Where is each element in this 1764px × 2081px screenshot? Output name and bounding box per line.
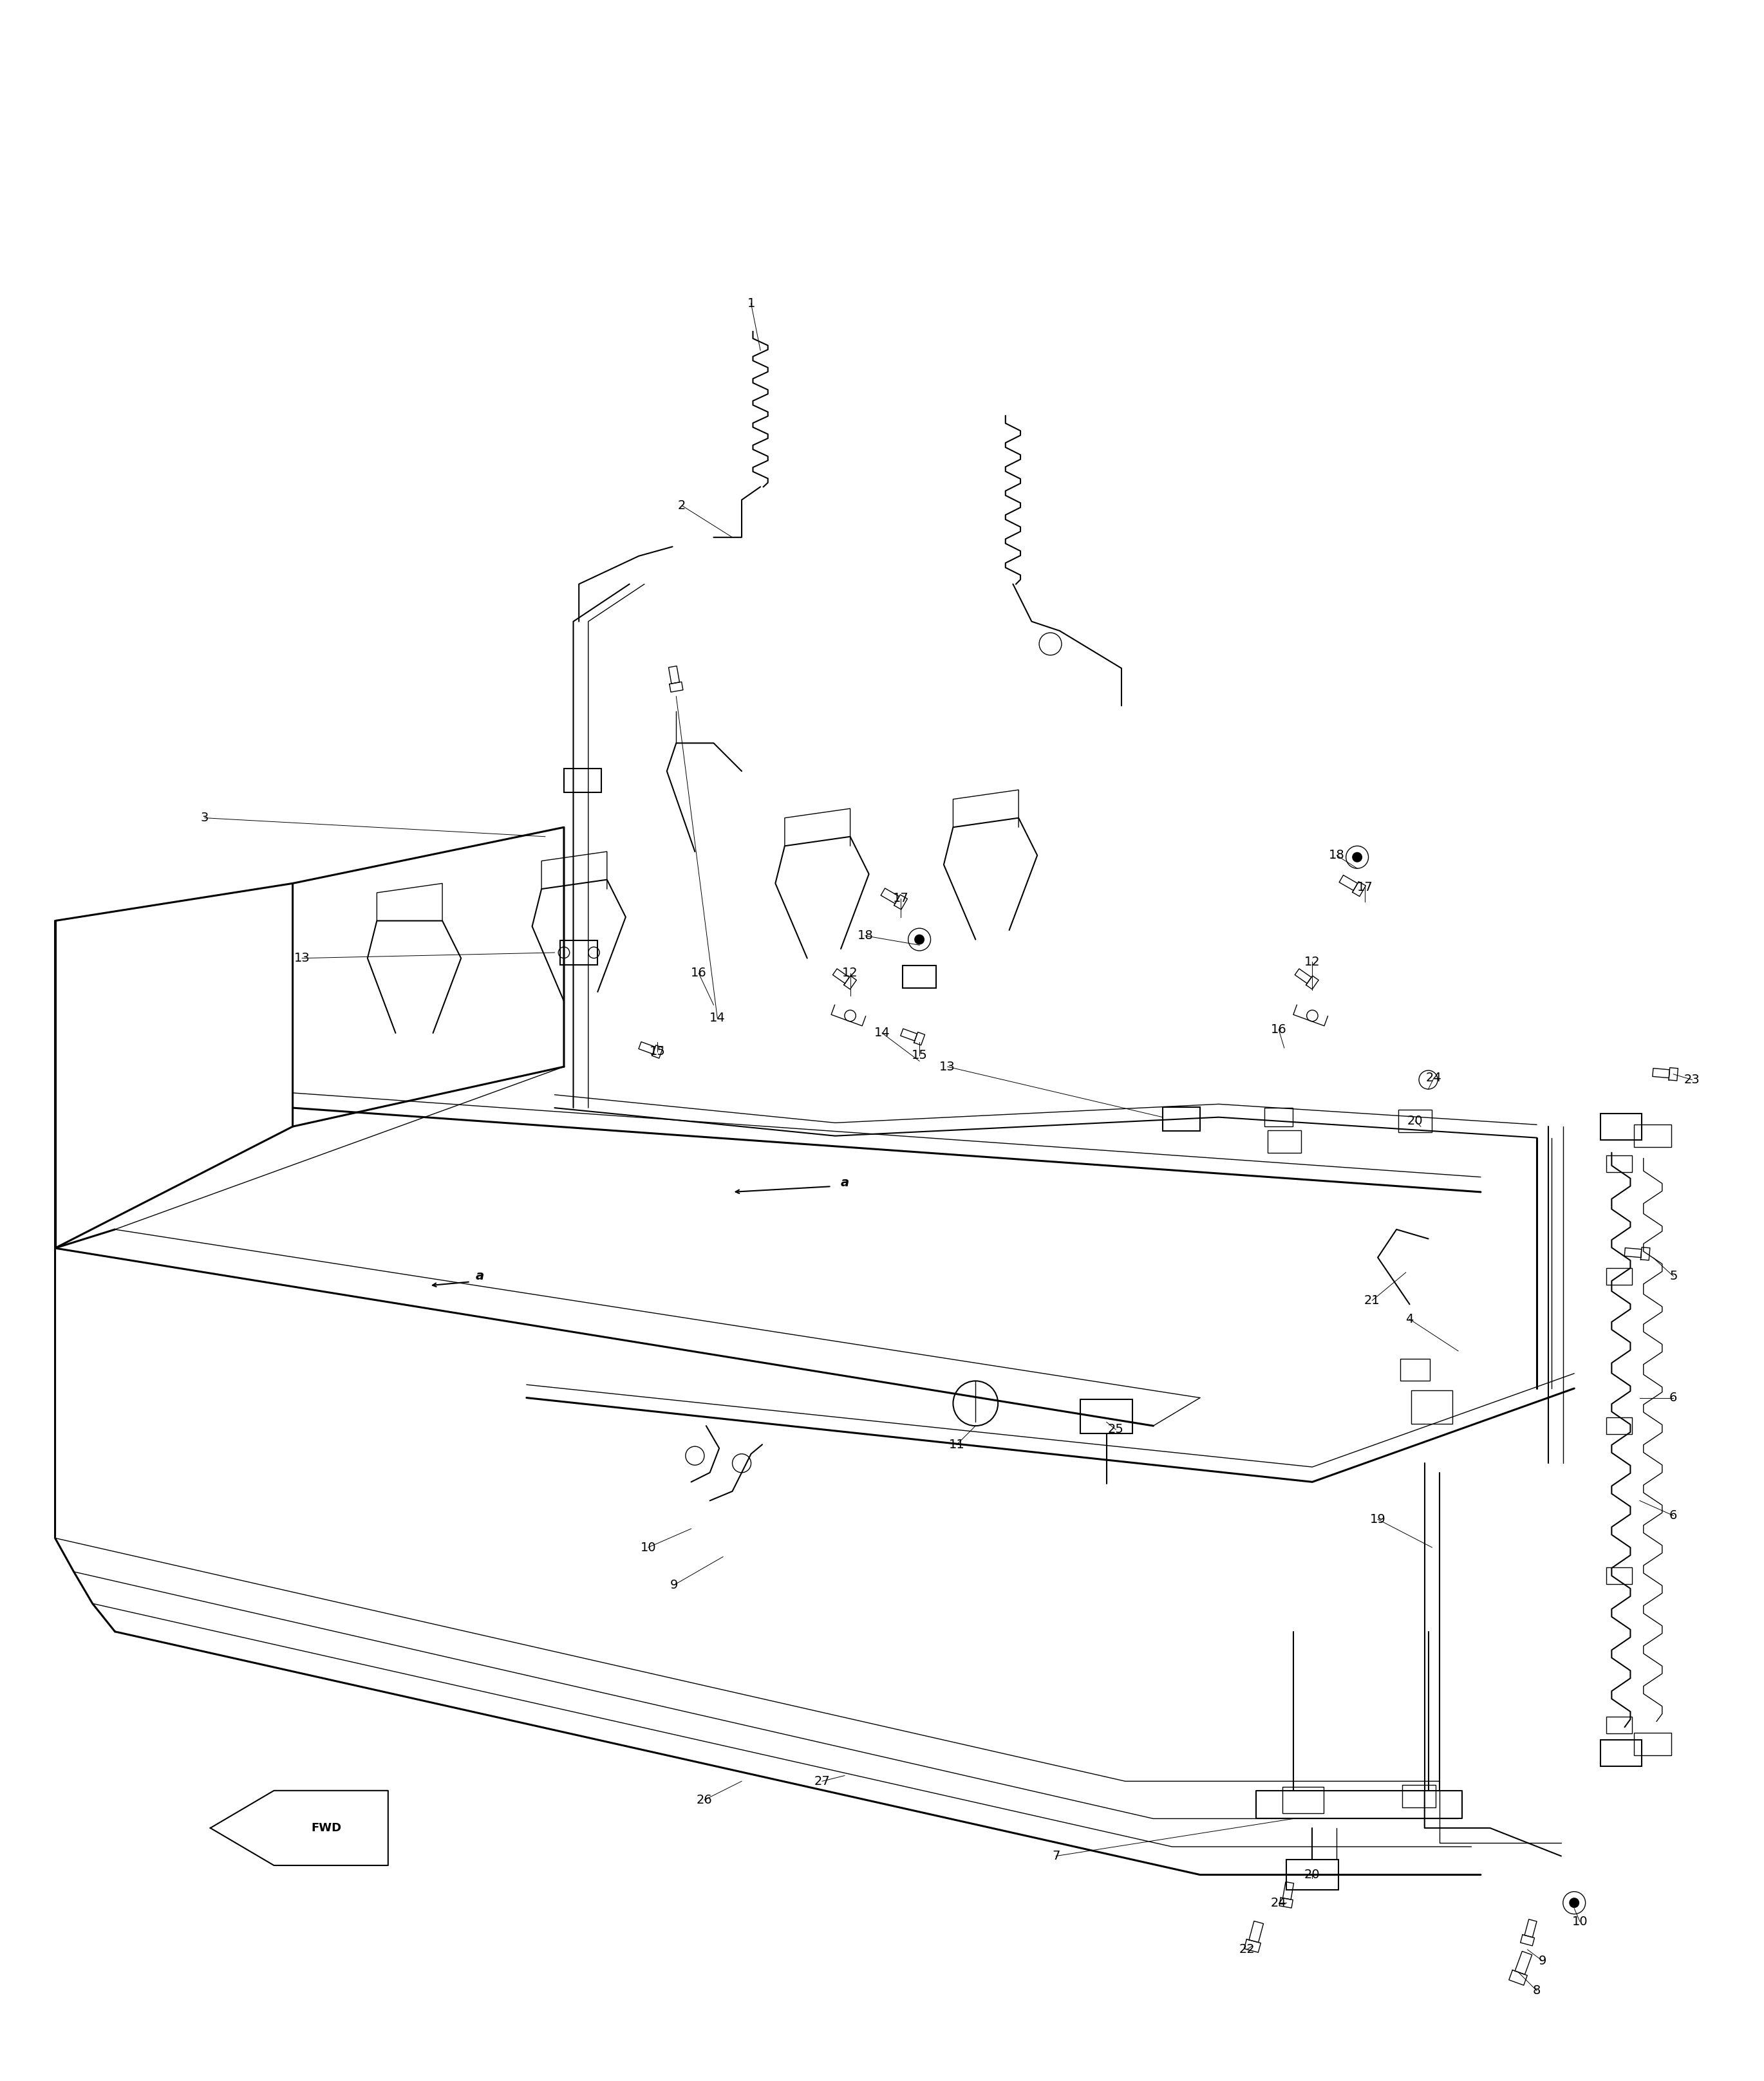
Text: 1: 1: [748, 298, 755, 310]
Text: 10: 10: [640, 1542, 656, 1555]
Text: 14: 14: [709, 1011, 725, 1024]
Text: 22: 22: [1238, 1944, 1254, 1956]
Text: 12: 12: [841, 968, 857, 980]
Bar: [564, 768, 602, 793]
Text: 15: 15: [912, 1049, 928, 1061]
Circle shape: [1353, 853, 1362, 862]
Bar: [1605, 1717, 1632, 1733]
Bar: [1282, 1788, 1323, 1813]
Text: 12: 12: [1304, 955, 1319, 968]
Text: 11: 11: [949, 1438, 965, 1450]
Text: 27: 27: [815, 1775, 831, 1788]
Text: FWD: FWD: [310, 1823, 342, 1833]
Bar: [1080, 1401, 1132, 1434]
Bar: [1401, 1359, 1431, 1382]
Bar: [1605, 1267, 1632, 1284]
Text: 2: 2: [677, 499, 686, 512]
Bar: [561, 941, 598, 966]
Text: a: a: [476, 1269, 483, 1282]
Text: 18: 18: [1328, 849, 1344, 862]
Text: 25: 25: [1108, 1423, 1124, 1436]
Bar: [1399, 1109, 1432, 1132]
Bar: [1411, 1390, 1452, 1423]
Bar: [1600, 1113, 1642, 1140]
Text: 13: 13: [940, 1061, 956, 1074]
Text: 6: 6: [1669, 1509, 1678, 1521]
Text: 4: 4: [1406, 1313, 1413, 1326]
Text: 24: 24: [1270, 1896, 1286, 1908]
Text: 6: 6: [1669, 1392, 1678, 1405]
Text: 21: 21: [1364, 1294, 1379, 1307]
Bar: [1162, 1107, 1200, 1132]
Bar: [1600, 1740, 1642, 1767]
Text: 16: 16: [1270, 1024, 1286, 1036]
Text: 17: 17: [893, 893, 908, 905]
Text: 19: 19: [1371, 1513, 1387, 1525]
Bar: [1633, 1733, 1672, 1754]
Text: 18: 18: [857, 930, 873, 943]
Text: 9: 9: [670, 1579, 679, 1592]
Bar: [1633, 1124, 1672, 1147]
Text: 8: 8: [1533, 1985, 1540, 1998]
Text: 24: 24: [1425, 1072, 1441, 1084]
Bar: [1286, 1860, 1339, 1890]
Bar: [1265, 1107, 1293, 1126]
Bar: [903, 966, 937, 988]
Bar: [1605, 1417, 1632, 1434]
Text: 14: 14: [873, 1026, 891, 1038]
Text: 20: 20: [1304, 1869, 1319, 1881]
Bar: [1267, 1130, 1302, 1153]
Text: 16: 16: [691, 968, 707, 980]
Bar: [1605, 1567, 1632, 1584]
Text: 7: 7: [1051, 1850, 1060, 1862]
Text: 20: 20: [1408, 1115, 1424, 1128]
Text: 23: 23: [1685, 1074, 1700, 1086]
Text: 13: 13: [295, 953, 310, 964]
Text: 15: 15: [649, 1045, 665, 1057]
Text: 10: 10: [1572, 1915, 1588, 1927]
Text: 17: 17: [1357, 880, 1372, 893]
Text: 3: 3: [201, 812, 208, 824]
Circle shape: [1570, 1898, 1579, 1908]
Circle shape: [916, 934, 924, 945]
Bar: [1402, 1785, 1436, 1808]
Text: 26: 26: [697, 1794, 713, 1806]
Bar: [1605, 1155, 1632, 1172]
Text: 5: 5: [1669, 1269, 1678, 1282]
Text: a: a: [840, 1176, 848, 1188]
Text: 9: 9: [1538, 1954, 1547, 1967]
